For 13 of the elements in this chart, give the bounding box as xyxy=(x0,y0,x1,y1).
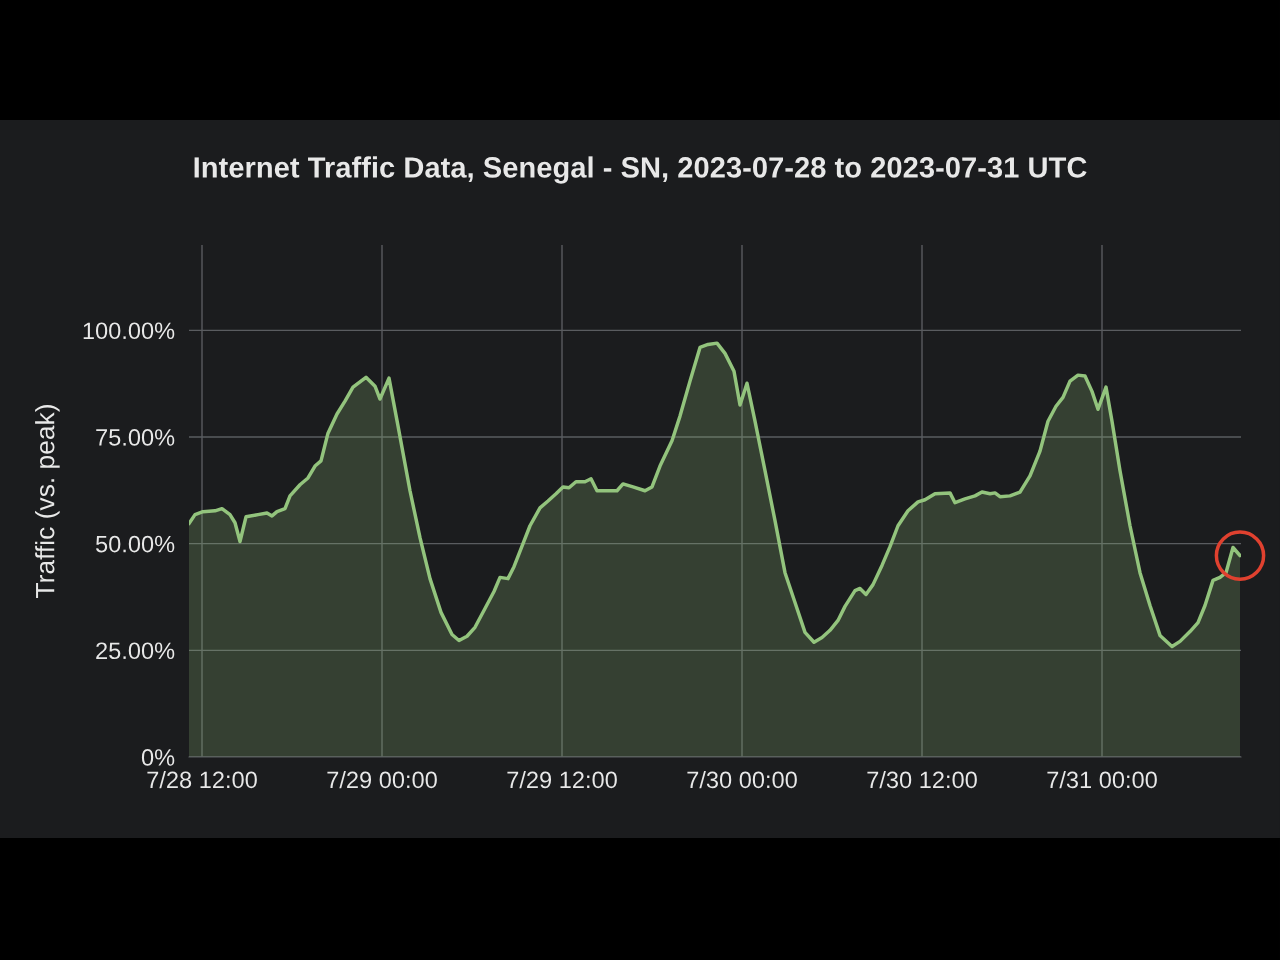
x-tick-label: 7/28 12:00 xyxy=(147,770,257,789)
y-tick-label: 25.00% xyxy=(96,642,175,660)
chart-title: Internet Traffic Data, Senegal - SN, 2023-07-28 to 2023-07-31 UTC xyxy=(194,156,1087,184)
x-tick-label: 7/31 00:00 xyxy=(1047,770,1157,789)
x-tick-label: 7/29 12:00 xyxy=(507,770,617,789)
y-axis-title: Traffic (vs. peak) xyxy=(35,405,60,598)
y-tick-label: 0% xyxy=(141,749,175,766)
y-tick-label: 75.00% xyxy=(96,429,175,446)
x-tick-label: 7/29 00:00 xyxy=(327,770,437,789)
y-tick-label: 50.00% xyxy=(95,535,175,553)
x-tick-label: 7/30 00:00 xyxy=(687,770,797,789)
y-tick-label: 100.00% xyxy=(83,322,175,340)
x-tick-label: 7/30 12:00 xyxy=(867,770,977,789)
